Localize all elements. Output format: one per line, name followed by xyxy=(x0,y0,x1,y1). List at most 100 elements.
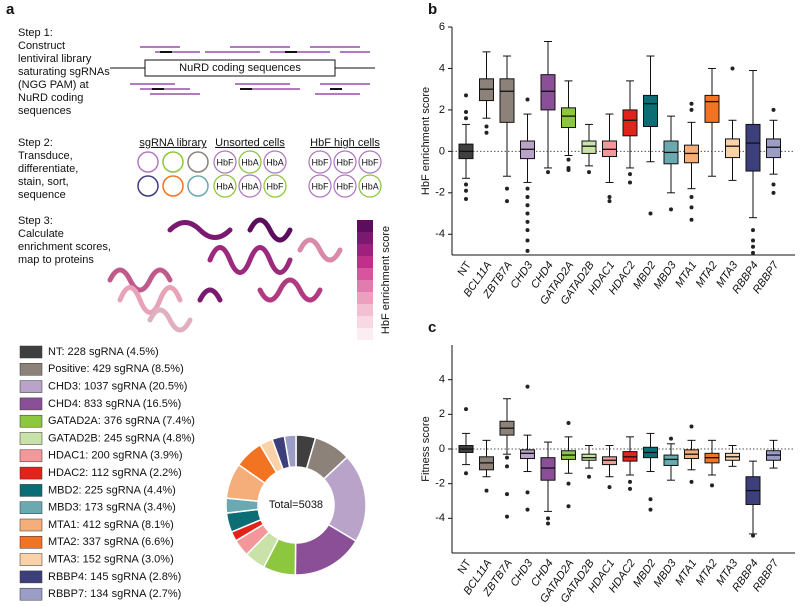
outlier xyxy=(484,130,489,135)
outlier xyxy=(771,182,776,187)
y-axis-label: Fitness score xyxy=(420,416,432,481)
outlier xyxy=(464,182,468,187)
cell xyxy=(333,150,357,174)
box xyxy=(745,123,761,172)
legend-label: HDAC1: 200 sgRNA (3.9%) xyxy=(48,450,183,462)
cell xyxy=(263,150,287,174)
x-tick-label: MBD3 xyxy=(651,557,679,590)
sgrna-marks xyxy=(130,46,370,95)
legend-label: HDAC2: 112 sgRNA (2.2%) xyxy=(48,467,182,479)
outlier xyxy=(505,199,509,204)
legend-label: Positive: 429 sgRNA (8.5%) xyxy=(48,363,184,375)
legend-label: RBBP4: 145 sgRNA (2.8%) xyxy=(48,571,181,583)
outlier xyxy=(689,107,694,112)
pie-slice xyxy=(283,434,297,469)
outlier xyxy=(464,407,468,412)
outlier xyxy=(689,205,694,210)
box xyxy=(663,454,679,466)
outlier xyxy=(566,421,571,425)
y-tick-label: -2 xyxy=(435,478,445,490)
outlier xyxy=(587,474,591,479)
cell xyxy=(238,174,262,198)
outlier xyxy=(607,199,612,204)
group-title: HbF high cells xyxy=(310,137,380,149)
outlier xyxy=(525,219,530,224)
step-text: lentiviral library xyxy=(18,53,92,65)
step-text: differentiate, xyxy=(18,163,78,175)
y-tick-label: 0 xyxy=(439,145,445,157)
outlier xyxy=(566,504,571,509)
legend-swatch xyxy=(19,536,43,549)
outlier xyxy=(484,124,489,129)
legend-swatch xyxy=(19,501,43,514)
box xyxy=(561,107,576,129)
outlier xyxy=(730,66,735,71)
y-tick-label: 0 xyxy=(439,443,445,455)
group-title: Unsorted cells xyxy=(215,137,285,149)
legend-swatch xyxy=(19,570,43,584)
x-tick-label: MBD3 xyxy=(651,259,679,292)
y-tick-label: 4 xyxy=(439,62,445,74)
cell-label: HbF xyxy=(361,157,379,167)
outlier xyxy=(566,168,571,173)
outlier xyxy=(464,197,468,202)
legend-label: MBD3: 173 sgRNA (3.4%) xyxy=(48,502,176,514)
group-title: sgRNA library xyxy=(139,137,207,149)
cell-label: HbA xyxy=(241,181,259,191)
outlier xyxy=(546,516,550,521)
step-text: (NGG PAM) at xyxy=(18,79,89,91)
outlier xyxy=(525,211,530,216)
outlier xyxy=(464,188,468,193)
outlier xyxy=(546,170,550,175)
step-title: Step 2: xyxy=(18,137,53,149)
legend-swatch xyxy=(19,432,43,445)
outlier xyxy=(628,486,632,491)
step-text: stain, sort, xyxy=(18,176,69,188)
step-text: enrichment scores, xyxy=(18,241,111,253)
step-text: sequence xyxy=(18,189,66,201)
cell-label: HbA xyxy=(241,157,259,167)
outlier xyxy=(751,228,755,233)
legend-label: MTA1: 412 sgRNA (8.1%) xyxy=(48,519,174,531)
legend-label: NT: 228 sgRNA (4.5%) xyxy=(48,346,159,358)
cell xyxy=(213,174,237,198)
outlier xyxy=(689,194,694,199)
outlier xyxy=(505,455,509,460)
outlier xyxy=(689,479,694,484)
y-tick-label: 2 xyxy=(439,408,445,420)
outlier xyxy=(669,207,673,212)
legend-label: GATAD2A: 376 sgRNA (7.4%) xyxy=(48,415,195,427)
outlier xyxy=(484,488,489,493)
y-tick-label: -2 xyxy=(435,187,445,199)
x-tick-label: NT xyxy=(456,557,474,576)
cell xyxy=(238,150,262,174)
legend-swatch xyxy=(19,466,43,480)
y-tick-label: 6 xyxy=(439,21,445,33)
legend-swatch xyxy=(19,484,43,497)
cell-label: HbF xyxy=(336,157,354,167)
box xyxy=(766,138,781,159)
outlier xyxy=(689,101,694,106)
colorbar xyxy=(357,220,373,340)
outlier xyxy=(628,180,632,185)
step-text: map to proteins xyxy=(18,254,94,266)
outlier xyxy=(689,424,694,429)
step-text: NuRD coding xyxy=(18,92,83,104)
box xyxy=(540,457,556,481)
legend-swatch xyxy=(19,518,43,532)
outlier xyxy=(628,172,632,177)
box xyxy=(540,74,556,111)
outlier xyxy=(464,93,468,98)
y-tick-label: 2 xyxy=(439,104,445,116)
cell-label: HbF xyxy=(216,157,234,167)
outlier xyxy=(505,514,509,519)
legend-swatch xyxy=(19,414,43,428)
cell xyxy=(358,150,382,174)
box xyxy=(622,109,638,137)
legend-label: MTA2: 337 sgRNA (6.6%) xyxy=(48,536,174,548)
panel-label: b xyxy=(428,1,437,18)
cell-label: HbF xyxy=(266,181,284,191)
outlier xyxy=(525,507,530,512)
legend-swatch xyxy=(19,449,43,463)
cell-label: HbA xyxy=(266,157,284,167)
